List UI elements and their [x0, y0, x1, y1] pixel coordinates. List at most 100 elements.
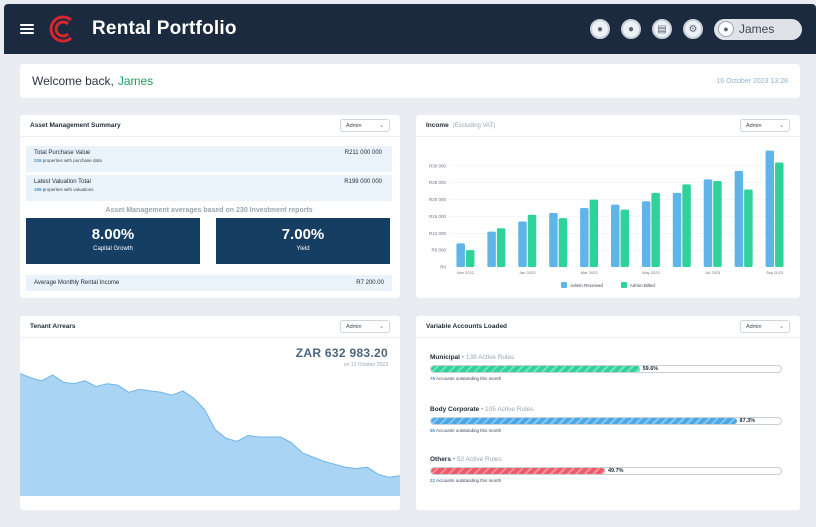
chevron-down-icon: ⌄ [778, 123, 784, 129]
app-title: Rental Portfolio [92, 18, 237, 39]
va-note: 22 Accounts outstanding this month [430, 478, 502, 483]
user-name: James [739, 22, 775, 36]
variable-accounts-header: Variable Accounts Loaded Admin ⌄ [416, 316, 800, 338]
income-chart: R0 R5 000 R10 000 R15 000 R20 000 R25 000 R30 … [429, 150, 790, 275]
valuation-note: 199 properties with valuations [34, 187, 94, 192]
kpi-value: 7.00% [281, 226, 325, 243]
card-title: Tenant Arrears [30, 323, 76, 330]
bar-received[interactable] [580, 208, 589, 267]
legend-swatch [620, 282, 627, 288]
arrears-amount: ZAR 632 983.20 [295, 346, 388, 360]
bar-received[interactable] [672, 192, 682, 267]
variable-filter-select[interactable]: Admin ⌄ [740, 320, 790, 333]
income-filter-select[interactable]: Admin ⌄ [740, 119, 790, 132]
card-subtitle: (Excluding VAT) [452, 122, 496, 129]
y-tick-label: R30 000 [429, 163, 447, 168]
kpi-label: Capital Growth [93, 246, 133, 252]
valuation-value: R199 000 000 [344, 179, 382, 185]
card-title: Asset Management Summary [30, 122, 121, 129]
legend-label: Admin Billed [629, 282, 655, 288]
rental-income-row: Average Monthly Rental Income R7 200.00 [26, 275, 392, 291]
message-icon[interactable]: ● [621, 19, 641, 39]
bar-received[interactable] [518, 221, 527, 267]
welcome-date: 16 October 2023 13:28 [716, 77, 788, 85]
asset-summary-card: Asset Management Summary Admin ⌄ Total Pu… [20, 115, 400, 298]
avatar: ● [718, 21, 734, 37]
welcome-text: Welcome back, [32, 74, 114, 88]
bar-billed[interactable] [620, 209, 630, 267]
legend-billed[interactable]: Admin Billed [620, 282, 655, 288]
x-tick-label: Mar 2023 [581, 270, 599, 275]
bar-billed[interactable] [713, 181, 722, 267]
yield-kpi: 7.00% Yield [216, 218, 390, 264]
valuation-row: Latest Valuation Total 199 properties wi… [26, 175, 392, 201]
arrears-header: Tenant Arrears Admin ⌄ [20, 316, 400, 338]
kpi-label: Yield [296, 246, 310, 252]
va-progress-fill [431, 468, 605, 474]
bar-received[interactable] [641, 201, 651, 267]
bar-billed[interactable] [496, 228, 506, 267]
income-card: Income (Excluding VAT) Admin ⌄ R0 R5 000 R1… [416, 115, 800, 298]
bar-received[interactable] [487, 231, 496, 267]
y-tick-label: R0 [440, 265, 446, 270]
bar-received[interactable] [703, 179, 713, 267]
arrears-line [20, 373, 400, 478]
bar-billed[interactable] [744, 189, 753, 267]
capital-growth-kpi: 8.00% Capital Growth [26, 218, 200, 264]
y-tick-label: R10 000 [429, 231, 447, 236]
bar-billed[interactable] [527, 214, 537, 267]
menu-icon[interactable] [20, 24, 34, 34]
va-note: 55 Accounts outstanding this month [430, 428, 502, 433]
arrears-area [20, 373, 400, 496]
card-title: Variable Accounts Loaded [426, 323, 508, 330]
va-progress-fill [431, 366, 640, 372]
va-percent: 87.3% [739, 418, 756, 424]
va-title: Others • 52 Active Rules [430, 456, 502, 463]
card-title: Income [426, 122, 449, 129]
rental-value: R7 200.00 [356, 280, 384, 286]
welcome-banner: Welcome back, James 16 October 2023 13:2… [20, 64, 800, 98]
va-progress-bar: 59.6% [430, 365, 782, 373]
bar-billed[interactable] [558, 218, 568, 267]
income-header: Income (Excluding VAT) Admin ⌄ [416, 115, 800, 137]
bar-received[interactable] [611, 204, 620, 267]
y-tick-label: R20 000 [429, 197, 447, 202]
y-tick-label: R25 000 [429, 180, 447, 185]
bar-received[interactable] [734, 170, 744, 267]
y-tick-label: R5 000 [431, 248, 446, 253]
legend-label: Admin Received [570, 282, 603, 288]
user-menu[interactable]: ● James [714, 18, 802, 40]
va-percent: 49.7% [607, 468, 624, 474]
x-tick-label: Jul 2023 [705, 270, 721, 275]
bar-received[interactable] [765, 150, 775, 267]
va-item-body-corporate: Body Corporate • 105 Active Rules 87.3% … [430, 406, 782, 433]
bar-received[interactable] [456, 243, 465, 267]
asset-filter-select[interactable]: Admin ⌄ [340, 119, 390, 132]
x-tick-label: Nov 2022 [457, 270, 475, 275]
va-note: 76 Accounts outstanding this month [430, 376, 502, 381]
bar-billed[interactable] [682, 184, 691, 267]
top-bar: Rental Portfolio ● ● ▤ ⚙ ● James [4, 4, 816, 54]
document-icon[interactable]: ▤ [652, 19, 672, 39]
purchase-label: Total Purchase Value [34, 150, 91, 156]
legend-received[interactable]: Admin Received [561, 282, 603, 288]
bar-billed[interactable] [775, 162, 784, 267]
notification-icon[interactable]: ● [590, 19, 610, 39]
va-item-municipal: Municipal • 138 Active Rules 59.6% 76 Ac… [430, 354, 782, 381]
bar-billed[interactable] [589, 199, 599, 267]
va-progress-bar: 87.3% [430, 417, 782, 425]
arrears-filter-select[interactable]: Admin ⌄ [340, 320, 390, 333]
kpi-value: 8.00% [91, 226, 135, 243]
settings-icon[interactable]: ⚙ [683, 19, 703, 39]
variable-accounts-card: Variable Accounts Loaded Admin ⌄ Municipa… [416, 316, 800, 510]
chevron-down-icon: ⌄ [778, 324, 784, 330]
bar-billed[interactable] [651, 192, 660, 267]
brand-logo[interactable] [46, 13, 78, 45]
bar-billed[interactable] [465, 250, 475, 267]
bar-received[interactable] [549, 213, 558, 267]
x-tick-label: May 2023 [642, 270, 660, 275]
purchase-value: R211 000 000 [344, 150, 382, 156]
chevron-down-icon: ⌄ [378, 324, 384, 330]
welcome-name: James [117, 74, 154, 88]
y-tick-label: R15 000 [429, 214, 447, 219]
